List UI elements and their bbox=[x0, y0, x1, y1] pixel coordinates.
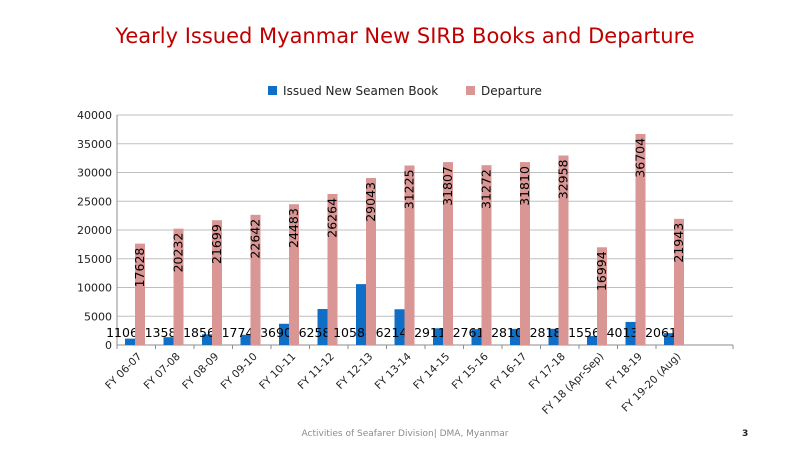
data-label-departure: 36704 bbox=[633, 138, 648, 178]
bar-departure bbox=[674, 218, 684, 345]
page-number: 3 bbox=[742, 429, 749, 439]
y-tick-label: 0 bbox=[105, 339, 112, 352]
bar-issued bbox=[548, 328, 559, 345]
data-label-issued: 1106 bbox=[106, 325, 138, 340]
data-label-issued: 10588 bbox=[333, 325, 373, 340]
data-label-departure: 21943 bbox=[671, 223, 686, 263]
bar-issued bbox=[202, 334, 212, 345]
bar-issued bbox=[279, 323, 289, 345]
data-label-departure: 26264 bbox=[325, 198, 340, 238]
bar-issued bbox=[356, 284, 366, 345]
x-tick-label: FY 12-13 bbox=[334, 351, 375, 392]
bar-departure bbox=[558, 155, 569, 345]
x-tick-label: FY 11-12 bbox=[296, 351, 337, 392]
bar-departure bbox=[481, 165, 492, 345]
legend-item-departure: Departure bbox=[466, 84, 542, 98]
data-label-issued: 1556 bbox=[568, 325, 600, 340]
x-tick-label: FY 16-17 bbox=[488, 351, 529, 392]
legend-label-issued: Issued New Seamen Book bbox=[283, 84, 439, 98]
bar-departure bbox=[212, 220, 222, 345]
data-label-departure: 16994 bbox=[594, 251, 609, 291]
chart-legend: Issued New Seamen Book Departure bbox=[0, 84, 810, 98]
legend-item-issued: Issued New Seamen Book bbox=[268, 84, 438, 98]
x-tick-label: FY 10-11 bbox=[257, 351, 298, 392]
y-tick-label: 25000 bbox=[77, 195, 112, 208]
bar-issued bbox=[625, 321, 636, 345]
bar-departure bbox=[327, 193, 338, 345]
legend-swatch-issued bbox=[268, 86, 278, 95]
bar-issued bbox=[587, 336, 597, 345]
legend-label-departure: Departure bbox=[481, 84, 542, 98]
bar-issued bbox=[394, 309, 405, 345]
data-label-departure: 21699 bbox=[209, 224, 224, 264]
bar-departure bbox=[597, 247, 607, 345]
data-label-issued: 2818 bbox=[530, 325, 562, 340]
data-label-issued: 1774 bbox=[222, 325, 254, 340]
data-label-issued: 2911 bbox=[414, 325, 446, 340]
data-label-issued: 1856 bbox=[183, 325, 215, 340]
data-label-issued: 6258 bbox=[299, 325, 331, 340]
bar-departure bbox=[443, 162, 453, 345]
bar-departure bbox=[404, 165, 415, 345]
bar-departure bbox=[366, 178, 376, 345]
y-tick-label: 30000 bbox=[77, 167, 112, 180]
y-tick-label: 5000 bbox=[84, 310, 112, 323]
data-label-issued: 1358 bbox=[145, 325, 177, 340]
y-tick-label: 10000 bbox=[77, 282, 112, 295]
bar-departure bbox=[520, 162, 530, 345]
bar-issued bbox=[664, 333, 674, 345]
data-label-departure: 29043 bbox=[363, 182, 378, 222]
data-label-issued: 3690 bbox=[260, 325, 292, 340]
data-label-departure: 31810 bbox=[517, 166, 532, 206]
bar-issued bbox=[471, 329, 482, 345]
bar-issued bbox=[433, 328, 443, 345]
data-label-departure: 31225 bbox=[402, 169, 417, 209]
x-tick-label: FY 09-10 bbox=[219, 351, 260, 392]
y-tick-label: 15000 bbox=[77, 253, 112, 266]
data-label-departure: 32958 bbox=[556, 159, 571, 199]
x-tick-label: FY 13-14 bbox=[373, 350, 414, 391]
bar-departure bbox=[135, 243, 145, 345]
data-label-departure: 17628 bbox=[132, 248, 147, 288]
data-label-departure: 24483 bbox=[286, 208, 301, 248]
x-tick-label: FY 07-08 bbox=[142, 351, 183, 392]
data-label-issued: 2810 bbox=[491, 325, 523, 340]
x-tick-label: FY 14-15 bbox=[411, 351, 452, 392]
bar-departure bbox=[289, 204, 299, 345]
x-tick-label: FY 06-07 bbox=[103, 351, 144, 392]
data-label-issued: 2761 bbox=[453, 325, 485, 340]
bar-departure bbox=[250, 214, 261, 345]
bar-issued bbox=[125, 338, 135, 345]
y-tick-label: 20000 bbox=[77, 224, 112, 237]
data-label-departure: 20232 bbox=[171, 233, 186, 273]
legend-swatch-departure bbox=[466, 86, 476, 95]
y-tick-label: 35000 bbox=[77, 138, 112, 151]
x-tick-label: FY 08-09 bbox=[180, 351, 221, 392]
x-tick-label: FY 15-16 bbox=[450, 350, 491, 391]
data-label-departure: 22642 bbox=[248, 219, 263, 259]
bar-issued bbox=[240, 334, 251, 345]
data-label-issued: 4013 bbox=[607, 325, 639, 340]
data-label-departure: 31272 bbox=[479, 169, 494, 209]
data-label-departure: 31807 bbox=[440, 166, 455, 206]
data-label-issued: 2061 bbox=[645, 325, 677, 340]
bar-issued bbox=[510, 328, 520, 345]
bar-issued bbox=[317, 309, 328, 345]
footer-text: Activities of Seafarer Division| DMA, My… bbox=[301, 429, 509, 439]
chart-title: Yearly Issued Myanmar New SIRB Books and… bbox=[115, 24, 695, 48]
y-tick-label: 40000 bbox=[77, 109, 112, 122]
data-label-issued: 6214 bbox=[376, 325, 408, 340]
bar-issued bbox=[163, 337, 174, 345]
bar-departure bbox=[635, 133, 646, 345]
bar-departure bbox=[173, 228, 184, 345]
